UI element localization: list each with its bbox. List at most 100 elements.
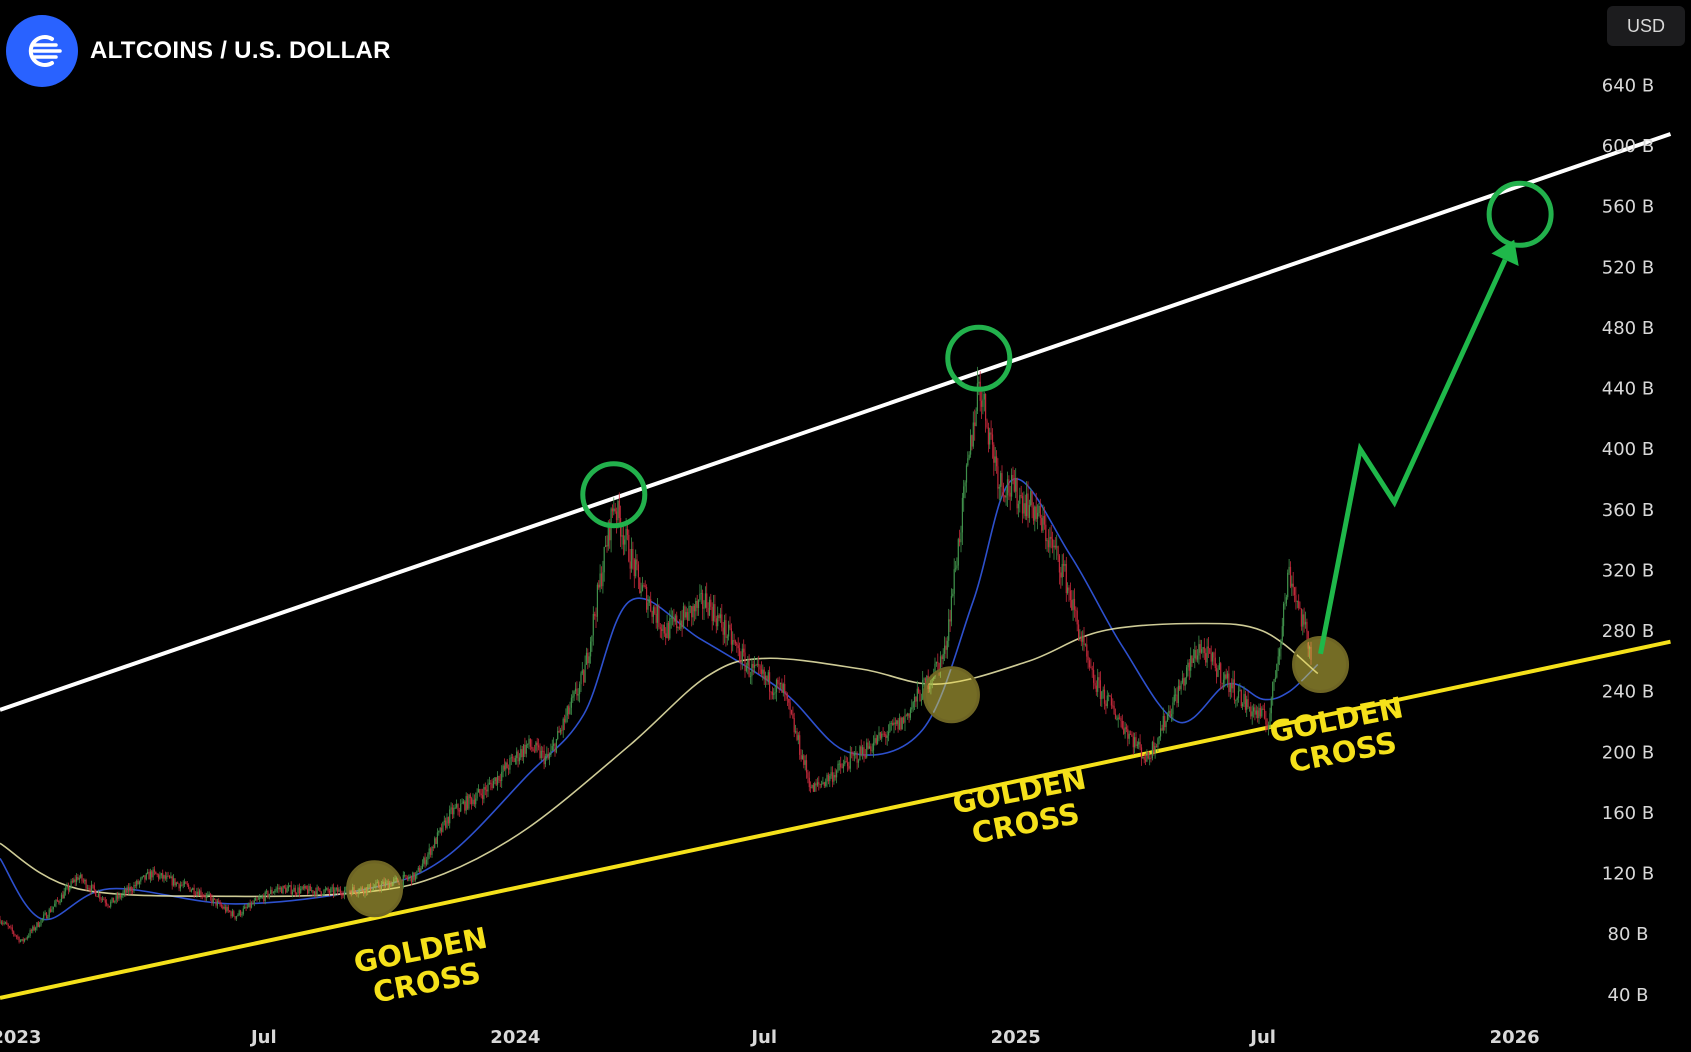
candle-body — [73, 879, 75, 883]
y-tick-label: 520 B — [1602, 257, 1654, 278]
candle-body — [1021, 496, 1024, 514]
candle-body — [4, 922, 7, 924]
candle-body — [1237, 690, 1240, 698]
candle-body — [32, 926, 34, 932]
candle — [170, 872, 172, 879]
currency-selector[interactable]: USD — [1607, 6, 1685, 46]
candle — [40, 919, 42, 927]
candle — [681, 609, 683, 637]
candle-body — [432, 846, 434, 848]
candle-body — [673, 617, 675, 622]
candle-body — [770, 691, 772, 693]
candle-body — [252, 903, 254, 904]
candle — [215, 899, 217, 908]
candle — [849, 745, 851, 773]
y-tick-label: 240 B — [1602, 682, 1654, 703]
candle-body — [435, 838, 437, 844]
candle-body — [440, 827, 443, 832]
candle — [1020, 485, 1022, 499]
candle — [406, 875, 408, 882]
candle — [451, 803, 454, 819]
candle-body — [1019, 495, 1021, 504]
candle-body — [692, 605, 694, 618]
candle-body — [1147, 752, 1149, 759]
candle — [602, 560, 604, 594]
candle-body — [1145, 759, 1147, 762]
candle-body — [417, 867, 419, 871]
candle-body — [1211, 652, 1214, 662]
candle-body — [789, 702, 791, 710]
x-tick-label: 2023 — [0, 1027, 41, 1048]
candle — [482, 788, 484, 806]
candle-body — [1233, 679, 1235, 701]
candle-body — [337, 887, 339, 892]
candle — [695, 597, 697, 620]
candle-body — [934, 663, 936, 677]
candle — [92, 884, 94, 889]
candle-body — [484, 787, 486, 790]
candle — [465, 792, 467, 815]
candle — [661, 624, 663, 639]
candle — [740, 651, 742, 671]
candle — [320, 891, 322, 898]
candle-body — [1002, 485, 1004, 496]
candle-body — [983, 394, 985, 400]
candle-body — [24, 938, 26, 942]
candle-body — [689, 606, 691, 607]
candle — [107, 903, 109, 909]
candle-body — [468, 794, 470, 809]
candle — [874, 731, 876, 746]
candle — [173, 874, 175, 887]
candle — [1227, 670, 1229, 688]
candle-body — [1194, 649, 1196, 659]
candle — [193, 884, 195, 898]
candle — [423, 856, 425, 867]
candle — [628, 529, 630, 563]
candle-body — [231, 911, 233, 917]
candle-body — [476, 792, 478, 799]
candle-body — [163, 875, 165, 879]
candle — [1143, 754, 1145, 764]
y-tick-label: 400 B — [1602, 439, 1654, 460]
candle — [255, 897, 257, 901]
candle — [432, 844, 434, 852]
candle — [1199, 639, 1201, 660]
candle — [100, 897, 102, 903]
candle-body — [584, 664, 586, 683]
candle — [276, 883, 279, 893]
candle — [408, 874, 410, 882]
candle-body — [870, 746, 872, 751]
candle — [568, 704, 570, 719]
candle-body — [39, 925, 41, 927]
candle — [477, 784, 480, 793]
candle-body — [596, 584, 598, 617]
candle — [799, 731, 801, 760]
candle-body — [857, 760, 860, 763]
candle-body — [272, 892, 274, 894]
candle — [1017, 500, 1019, 518]
candle — [521, 746, 523, 761]
candle-body — [1052, 538, 1054, 548]
candle-body — [77, 877, 79, 880]
candle-body — [1248, 706, 1251, 708]
candle — [989, 427, 991, 449]
candle — [551, 739, 553, 751]
candle-body — [971, 435, 973, 447]
candle — [211, 894, 213, 906]
candle-body — [1114, 714, 1117, 720]
candle — [335, 887, 337, 892]
candle — [700, 585, 702, 605]
candle — [216, 898, 218, 909]
candle — [501, 765, 503, 788]
candle — [691, 606, 693, 627]
candle-body — [524, 744, 526, 754]
candle-body — [611, 508, 613, 512]
candle-body — [55, 899, 57, 904]
candle — [158, 873, 160, 882]
candle — [641, 576, 644, 592]
candle — [718, 613, 720, 622]
candle-body — [1217, 669, 1219, 677]
candle — [595, 607, 597, 628]
candle — [483, 783, 485, 804]
